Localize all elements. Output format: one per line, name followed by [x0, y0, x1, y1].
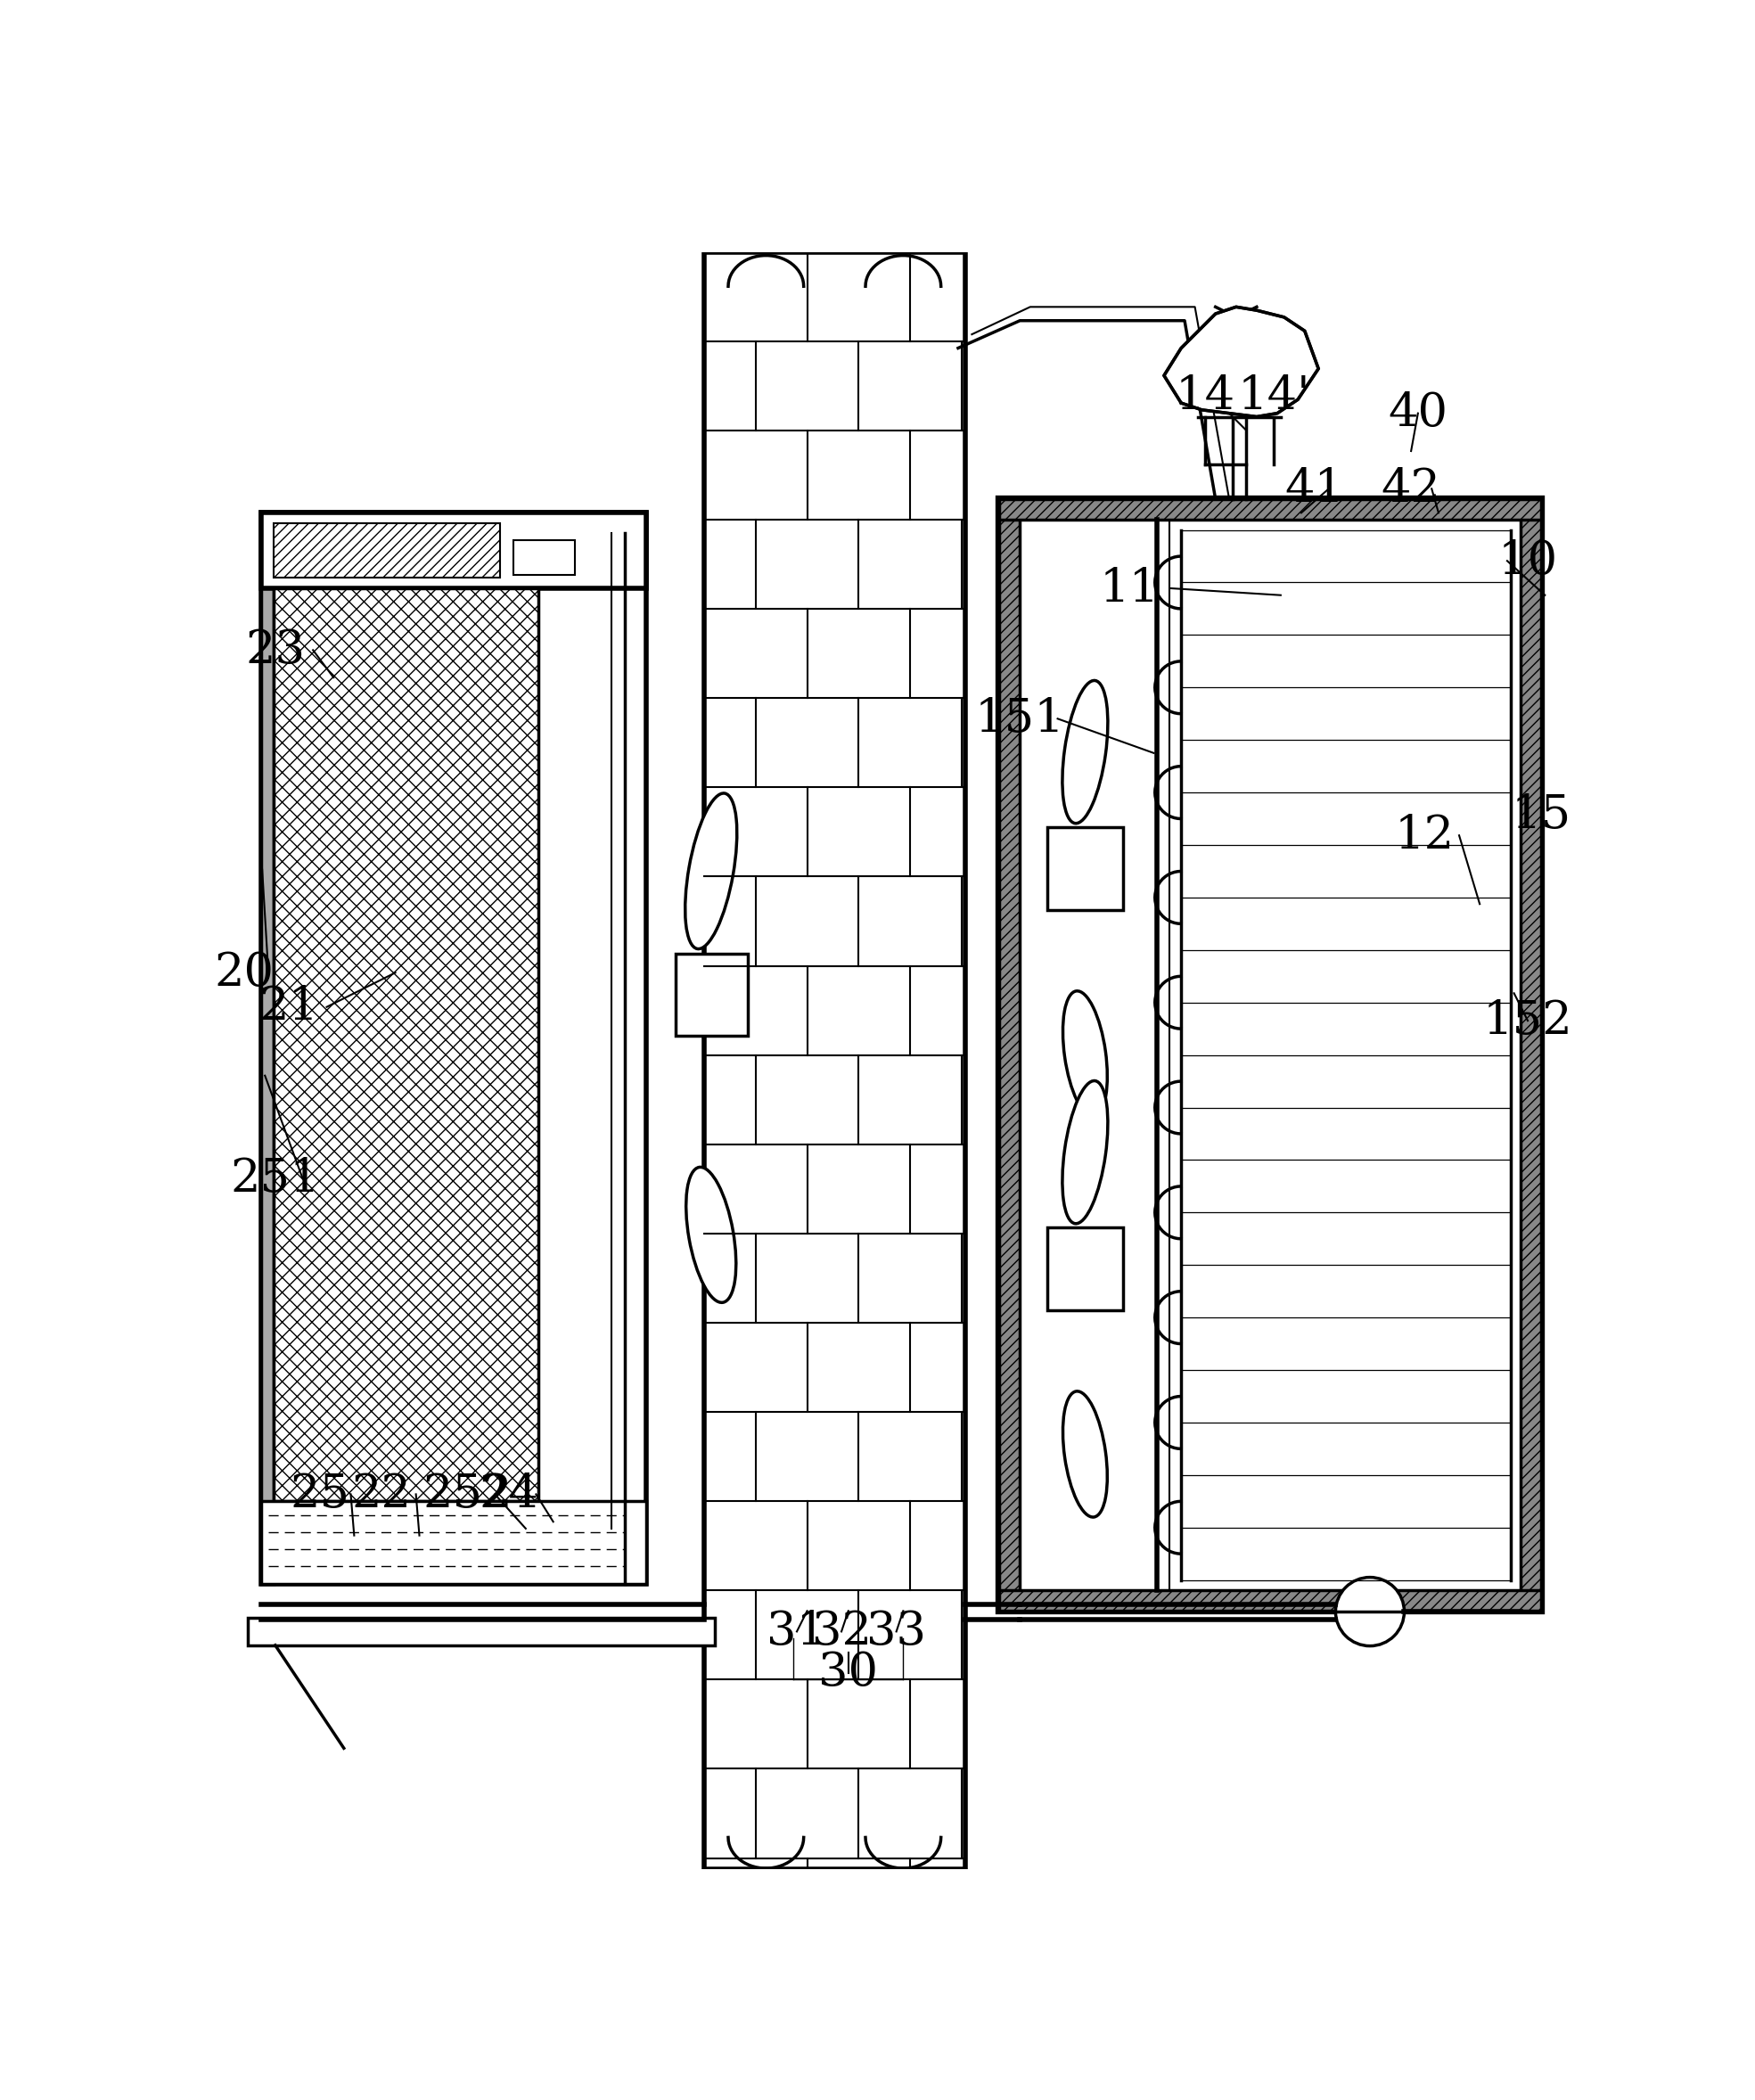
Text: 251: 251	[230, 1155, 319, 1201]
Bar	[999, 500, 1541, 519]
Text: 151: 151	[976, 695, 1065, 741]
Bar	[274, 588, 539, 1502]
Bar	[261, 1502, 646, 1583]
Bar	[1522, 500, 1541, 1611]
Bar	[999, 1590, 1541, 1611]
Bar	[274, 523, 500, 578]
Text: 32: 32	[811, 1609, 870, 1655]
Ellipse shape	[1062, 1082, 1107, 1224]
Bar	[704, 252, 965, 1869]
Ellipse shape	[1064, 991, 1107, 1117]
Ellipse shape	[686, 1168, 735, 1302]
Text: 23: 23	[246, 628, 305, 672]
Bar	[1048, 827, 1123, 909]
Bar	[247, 1617, 714, 1644]
Bar	[261, 512, 274, 1583]
Text: 252: 252	[423, 1472, 512, 1516]
Text: 25: 25	[290, 1472, 349, 1516]
Text: 31: 31	[767, 1609, 827, 1655]
Ellipse shape	[684, 794, 737, 949]
Text: 22: 22	[351, 1472, 411, 1516]
Text: 15: 15	[1511, 792, 1571, 838]
Bar	[676, 953, 748, 1035]
Bar	[261, 512, 646, 1583]
Ellipse shape	[1064, 1390, 1107, 1516]
Text: 24: 24	[479, 1472, 539, 1516]
Ellipse shape	[1062, 680, 1107, 823]
Text: 14: 14	[1176, 374, 1236, 418]
Text: 42: 42	[1381, 466, 1441, 512]
Text: 41: 41	[1285, 466, 1344, 512]
Polygon shape	[1164, 307, 1318, 416]
Bar	[514, 540, 576, 575]
Bar	[999, 500, 1020, 1611]
Circle shape	[1336, 1577, 1404, 1646]
Text: 33: 33	[867, 1609, 927, 1655]
Text: 10: 10	[1497, 538, 1558, 584]
Text: 30: 30	[818, 1651, 878, 1695]
Text: 21: 21	[260, 985, 319, 1029]
Bar	[999, 500, 1541, 1611]
Text: 20: 20	[214, 949, 274, 995]
Bar	[1048, 1228, 1123, 1310]
Text: 11: 11	[1100, 565, 1160, 611]
Text: 40: 40	[1388, 391, 1448, 437]
Text: 14': 14'	[1237, 374, 1311, 418]
Bar	[261, 512, 646, 588]
Text: 152: 152	[1483, 997, 1572, 1044]
Text: 12: 12	[1395, 813, 1455, 859]
